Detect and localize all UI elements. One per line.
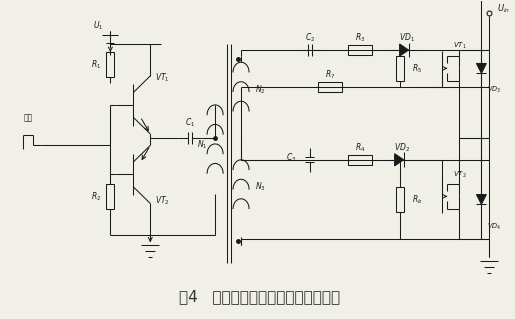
Text: $VT_1$: $VT_1$ [156, 72, 170, 84]
Text: $R_7$: $R_7$ [324, 68, 335, 81]
Text: $N_2$: $N_2$ [255, 84, 266, 96]
Bar [318, 82, 342, 92]
Bar [348, 155, 372, 165]
Text: $R_1$: $R_1$ [91, 58, 101, 71]
Polygon shape [400, 44, 408, 56]
Text: $C_3$: $C_3$ [285, 151, 296, 164]
Bar [396, 187, 404, 211]
Text: $VT_1$: $VT_1$ [454, 41, 467, 51]
Polygon shape [394, 154, 404, 166]
Text: $VD_4$: $VD_4$ [487, 222, 502, 232]
Text: $N_3$: $N_3$ [255, 181, 266, 194]
Text: $R_b$: $R_b$ [411, 193, 422, 206]
Text: $VT_2$: $VT_2$ [454, 169, 467, 180]
Text: $VD_1$: $VD_1$ [399, 32, 415, 44]
Bar [348, 45, 372, 55]
Bar [107, 184, 114, 209]
Polygon shape [476, 63, 486, 73]
Bar [396, 56, 404, 80]
Text: $R_4$: $R_4$ [354, 141, 365, 154]
Text: $N_1$: $N_1$ [197, 138, 208, 151]
Polygon shape [476, 195, 486, 204]
Text: $R_5$: $R_5$ [411, 62, 422, 75]
Text: $VT_2$: $VT_2$ [156, 195, 170, 207]
Text: $R_2$: $R_2$ [91, 190, 101, 203]
Text: $U_1$: $U_1$ [93, 19, 104, 32]
Text: 图4   新型的不对称半桥隔离驱动电路: 图4 新型的不对称半桥隔离驱动电路 [179, 289, 340, 304]
Text: $VD_2$: $VD_2$ [393, 141, 409, 154]
Text: $VD_3$: $VD_3$ [487, 85, 502, 95]
Text: $C_1$: $C_1$ [185, 117, 195, 130]
Bar [107, 53, 114, 77]
Text: $C_2$: $C_2$ [305, 32, 315, 44]
Text: 脉冲: 脉冲 [24, 113, 33, 122]
Text: $U_{in}$: $U_{in}$ [497, 2, 510, 15]
Text: $R_3$: $R_3$ [354, 32, 365, 44]
